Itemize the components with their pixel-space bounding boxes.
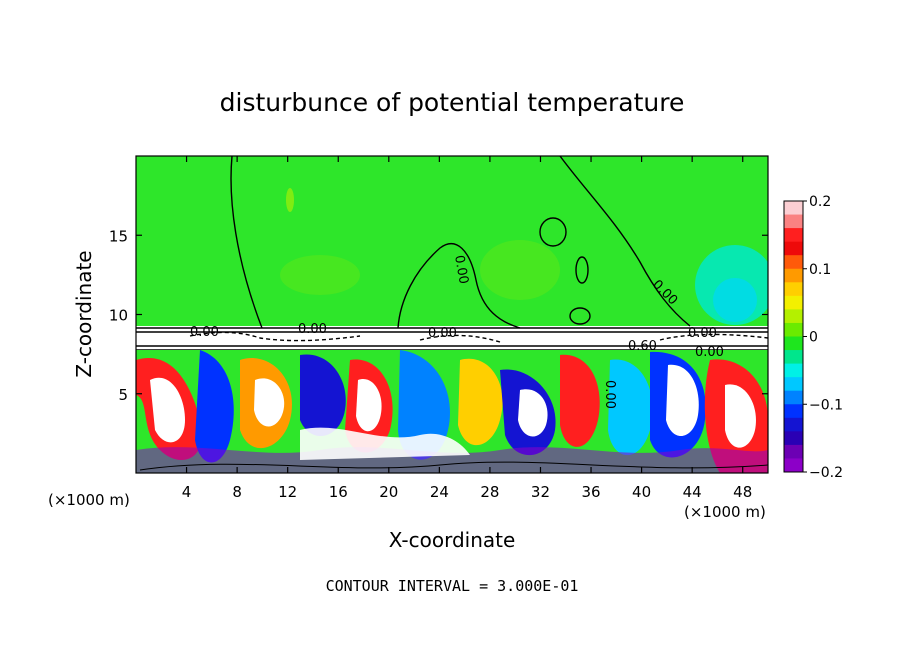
x-tick-label: 20 [379,483,398,501]
colorbar-swatch [784,377,803,392]
colorbar-swatch [784,295,803,310]
x-tick-label: 16 [329,483,348,501]
colorbar-swatch [784,363,803,378]
y-axis-label: Z-coordinate [72,250,96,377]
upper-field [136,156,768,334]
x-axis-label: X-coordinate [389,528,516,552]
colorbar-swatch [784,241,803,256]
colorbar-swatch [784,458,803,473]
colorbar-swatch [784,214,803,229]
x-tick-label: 48 [733,483,752,501]
colorbar-swatch [784,444,803,459]
y-tick-label: 15 [109,227,128,245]
x-tick-label: 36 [581,483,600,501]
x-tick-label: 4 [182,483,192,501]
contour-label: 0.00 [428,326,457,341]
colorbar-swatch [784,390,803,405]
colorbar-swatch [784,268,803,283]
contour-label: 0.00 [688,326,717,341]
y-axis: 5 10 15 [109,227,768,404]
x-tick-label: 28 [480,483,499,501]
colorbar-swatch [784,417,803,432]
colorbar-swatch [784,228,803,243]
colorbar-tick-label: 0 [809,330,818,346]
plot-area [136,156,768,473]
colorbar-swatch [784,255,803,270]
x-tick-label: 32 [531,483,550,501]
x-tick-label: 8 [232,483,242,501]
x-axis: 4 8 12 16 20 24 28 32 36 40 44 48 [182,156,752,501]
contour-label: 0.00 [451,254,471,285]
x-tick-label: 44 [683,483,702,501]
x-tick-label: 12 [278,483,297,501]
contour-label: 0.00 [695,345,724,360]
contour-label: 0.60 [628,339,657,354]
contour-lines [230,156,691,329]
colorbar-swatch [784,336,803,351]
x-unit-label-right: (×1000 m) [684,503,766,521]
colorbar-tick-label: −0.1 [809,397,843,413]
y-tick-label: 5 [118,386,128,404]
chart-title: disturbunce of potential temperature [220,88,685,117]
contour-label: 0.00 [602,380,617,409]
contour-interval-note: CONTOUR INTERVAL = 3.000E-01 [326,577,579,595]
x-tick-label: 24 [430,483,449,501]
x-tick-label: 40 [632,483,651,501]
colorbar-swatch [784,322,803,337]
contour-label: 0.00 [298,322,327,337]
x-unit-label: (×1000 m) [48,491,130,509]
colorbar: 0.2 0.1 0 −0.1 −0.2 [783,194,843,481]
contour-label: 0.00 [190,325,219,340]
colorbar-swatch [784,350,803,365]
colorbar-swatch [784,201,803,216]
colorbar-swatch [784,282,803,297]
colorbar-tick-label: 0.2 [809,194,831,210]
colorbar-swatch [784,309,803,324]
colorbar-tick-label: −0.2 [809,465,843,481]
colorbar-swatch [784,404,803,419]
y-tick-label: 10 [109,307,128,325]
colorbar-tick-label: 0.1 [809,262,831,278]
colorbar-swatch [784,431,803,446]
